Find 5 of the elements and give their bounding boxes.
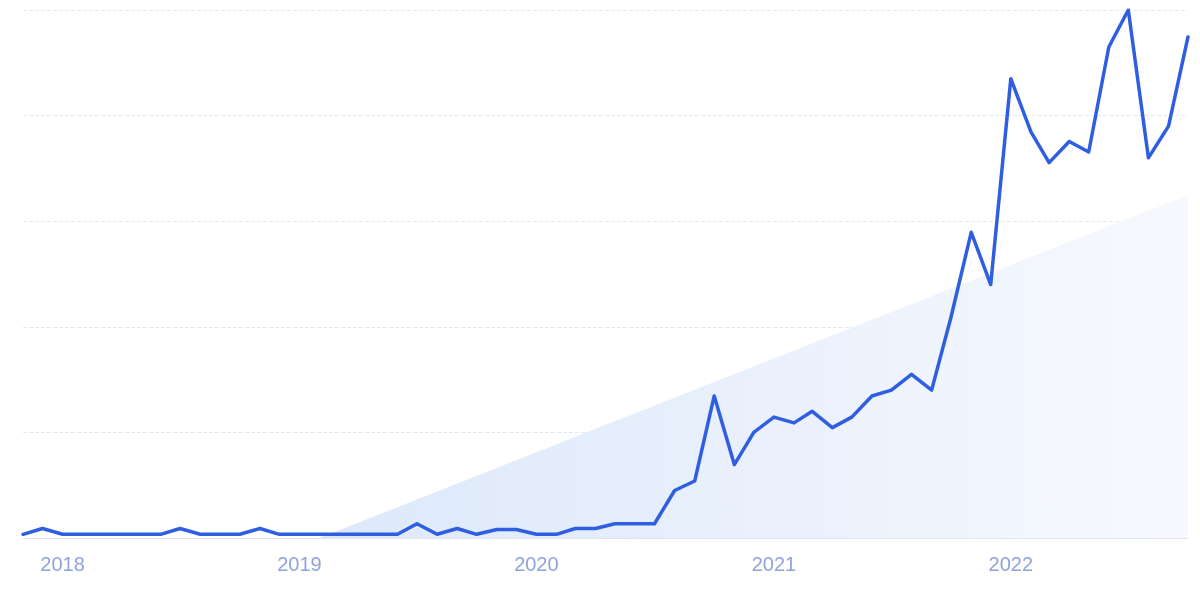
x-tick-label: 2019 — [277, 553, 322, 575]
x-tick-label: 2021 — [751, 553, 797, 575]
x-tick-label: 2022 — [988, 553, 1034, 575]
x-tick-label: 2018 — [40, 553, 85, 575]
x-tick-label: 2020 — [514, 553, 559, 575]
